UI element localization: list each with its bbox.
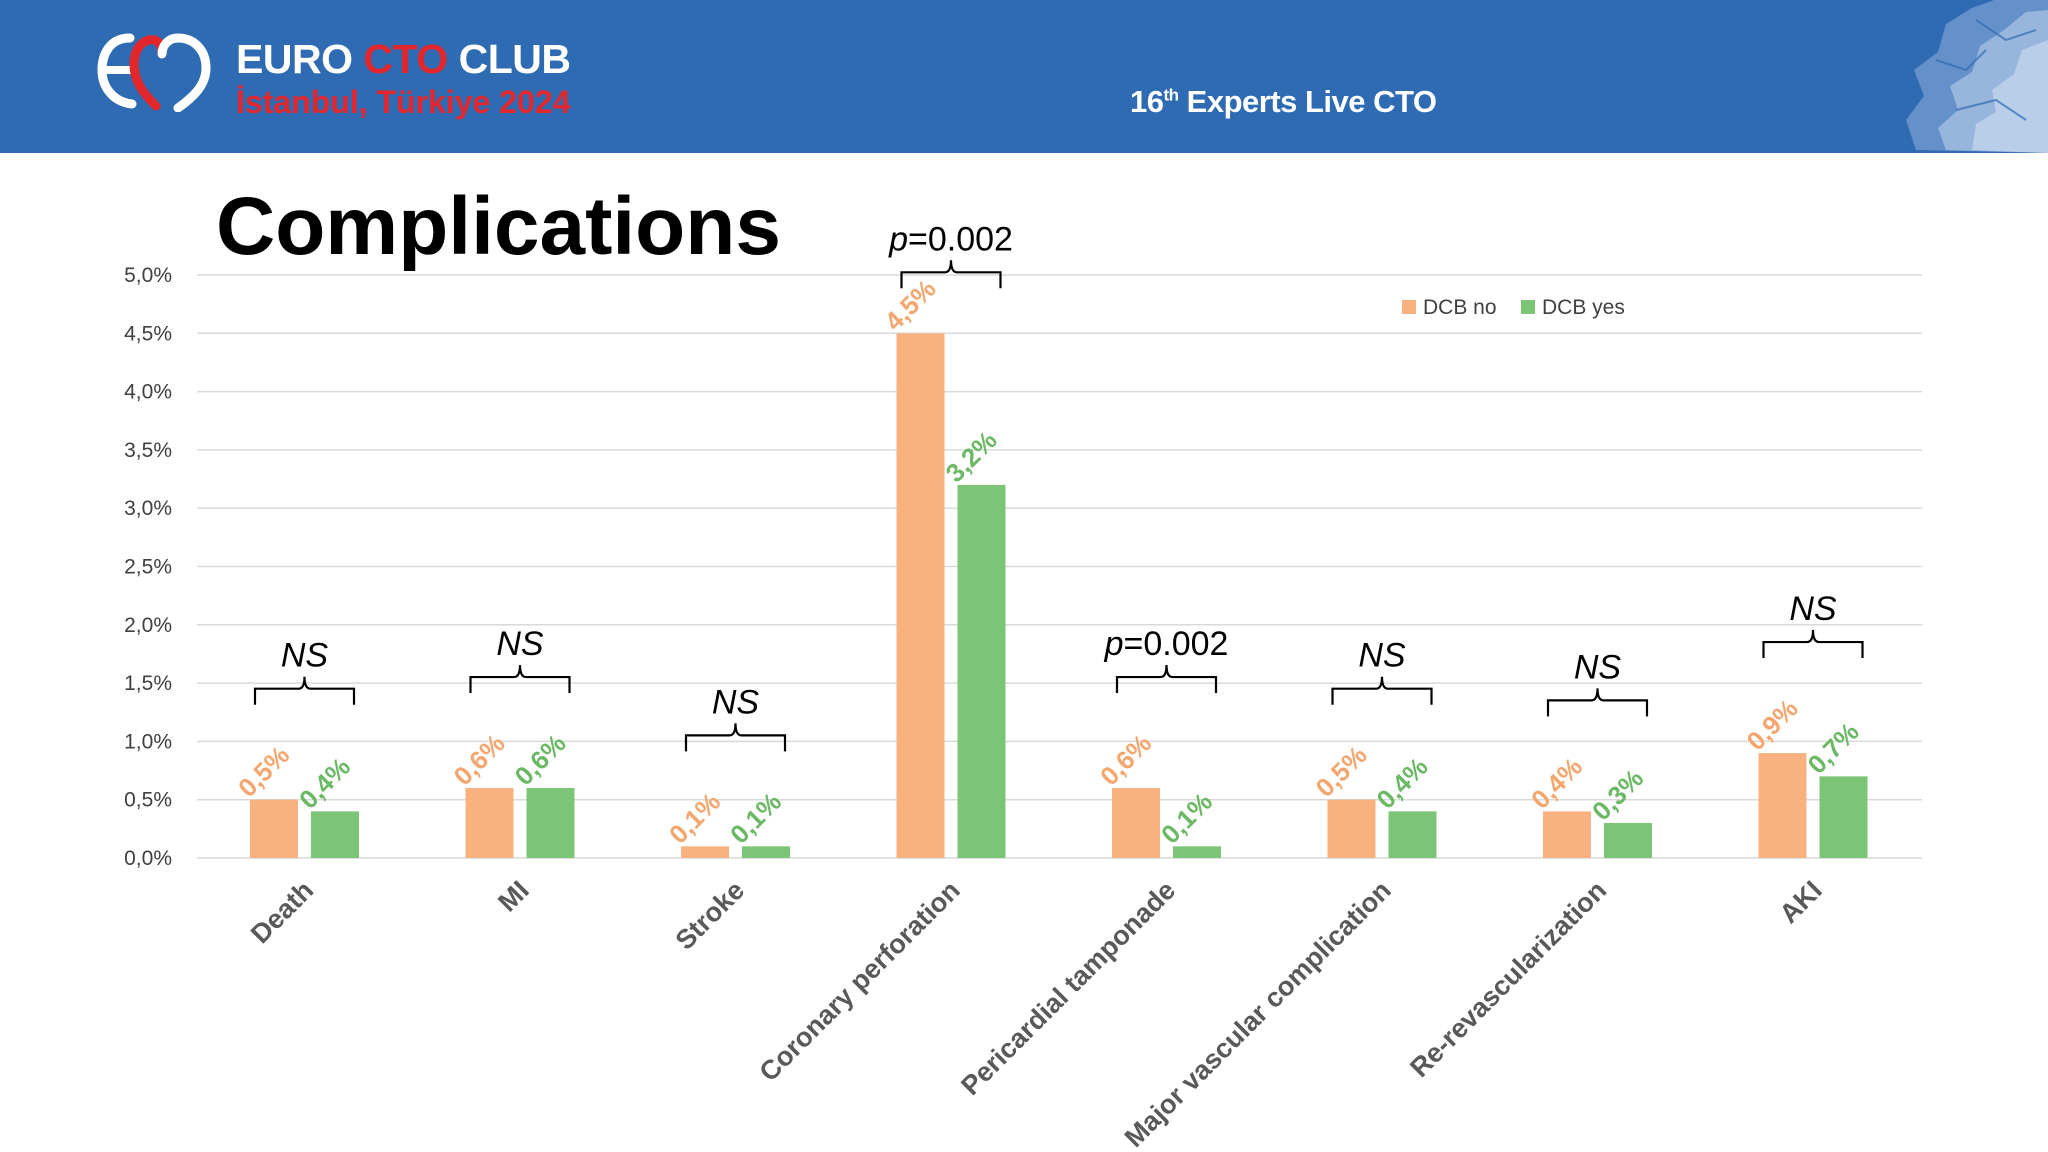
bar-dcb-yes (742, 846, 790, 858)
brand-suffix: CLUB (458, 36, 571, 82)
meeting-name: Experts Live CTO (1186, 84, 1437, 119)
data-label-dcb-yes: 0,3% (1586, 763, 1649, 826)
data-label-dcb-no: 4,5% (879, 273, 942, 336)
bar-dcb-no (1758, 753, 1807, 858)
ns-label: NS (712, 683, 760, 721)
p-value-label: p=0.002 (888, 220, 1013, 258)
europe-map-icon (1906, 0, 2048, 153)
y-tick-label: 2,0% (124, 614, 172, 637)
significance-bracket (1546, 688, 1649, 717)
brand-name: EURO CTO CLUB (236, 36, 571, 83)
bar-dcb-no (1112, 788, 1160, 858)
data-label-dcb-yes: 0,4% (293, 751, 356, 814)
category-label: Pericardial tamponade (955, 875, 1181, 1101)
bar-dcb-no (1327, 799, 1376, 858)
data-label-dcb-no: 0,6% (448, 728, 511, 791)
y-tick-label: 4,5% (124, 322, 172, 345)
y-tick-label: 5,0% (124, 264, 172, 287)
data-label-dcb-yes: 0,6% (509, 728, 572, 791)
data-label-dcb-no: 0,9% (1741, 693, 1804, 756)
bar-dcb-yes (311, 811, 359, 858)
y-tick-label: 3,5% (124, 439, 172, 462)
data-label-dcb-no: 0,5% (232, 740, 295, 803)
category-label: Death (245, 875, 319, 949)
y-tick-label: 4,0% (124, 381, 172, 404)
category-label: Coronary perforation (754, 875, 966, 1087)
y-tick-label: 0,0% (124, 847, 172, 870)
ns-label: NS (281, 637, 329, 675)
bar-dcb-yes (1604, 823, 1652, 858)
significance-bracket (1331, 676, 1433, 705)
bar-dcb-yes (1173, 846, 1221, 858)
data-label-dcb-yes: 0,1% (724, 786, 787, 849)
meeting-number: 16 (1130, 84, 1164, 119)
legend-swatch-dcb-yes (1521, 300, 1535, 314)
data-label-dcb-no: 0,4% (1525, 751, 1588, 814)
significance-bracket (684, 723, 787, 752)
y-tick-label: 0,5% (124, 789, 172, 812)
significance-bracket (469, 665, 571, 694)
data-label-dcb-no: 0,5% (1310, 740, 1373, 803)
y-tick-label: 3,0% (124, 497, 172, 520)
bar-dcb-yes (1819, 776, 1868, 858)
legend-label-dcb-no: DCB no (1423, 296, 1497, 319)
data-label-dcb-yes: 0,4% (1371, 751, 1434, 814)
y-tick-label: 2,5% (124, 556, 172, 579)
bar-dcb-yes (526, 788, 575, 858)
bar-dcb-yes (957, 484, 1006, 858)
p-value-label: p=0.002 (1104, 625, 1229, 663)
category-label: MI (492, 875, 534, 917)
legend-swatch-dcb-no (1402, 300, 1416, 314)
data-label-dcb-no: 0,6% (1094, 728, 1157, 791)
bar-dcb-no (681, 846, 729, 858)
category-label: Re-revascularization (1404, 875, 1612, 1083)
brand-accent: CTO (363, 36, 448, 82)
ns-label: NS (1358, 637, 1406, 675)
meeting-ordinal: th (1163, 85, 1179, 105)
data-label-dcb-yes: 0,1% (1155, 786, 1218, 849)
category-label: Stroke (670, 875, 751, 956)
event-location: İstanbul, Türkiye 2024 (236, 84, 571, 120)
slide-title: Complications (216, 181, 781, 272)
significance-bracket (1115, 665, 1218, 694)
significance-bracket (253, 676, 356, 705)
data-label-dcb-yes: 0,7% (1802, 716, 1865, 779)
bar-dcb-no (896, 333, 945, 858)
y-tick-label: 1,0% (124, 730, 172, 753)
significance-bracket (1762, 630, 1864, 659)
ns-label: NS (1574, 648, 1622, 686)
data-label-dcb-no: 0,1% (663, 786, 726, 849)
bar-dcb-no (465, 788, 514, 858)
brand-prefix: EURO (236, 36, 353, 82)
meeting-title: 16th Experts Live CTO (1130, 84, 1437, 120)
bar-dcb-no (1543, 811, 1591, 858)
ns-label: NS (1789, 590, 1837, 628)
significance-bracket (900, 260, 1002, 289)
header-banner: EURO CTO CLUB İstanbul, Türkiye 2024 16t… (0, 0, 2048, 153)
ns-label: NS (496, 625, 544, 663)
bar-dcb-yes (1388, 811, 1437, 858)
y-tick-label: 1,5% (124, 672, 172, 695)
legend-label-dcb-yes: DCB yes (1542, 296, 1625, 319)
heart-logo-icon (97, 33, 211, 112)
data-label-dcb-yes: 3,2% (940, 425, 1003, 488)
category-label: AKI (1774, 875, 1828, 929)
bar-dcb-no (250, 799, 298, 858)
